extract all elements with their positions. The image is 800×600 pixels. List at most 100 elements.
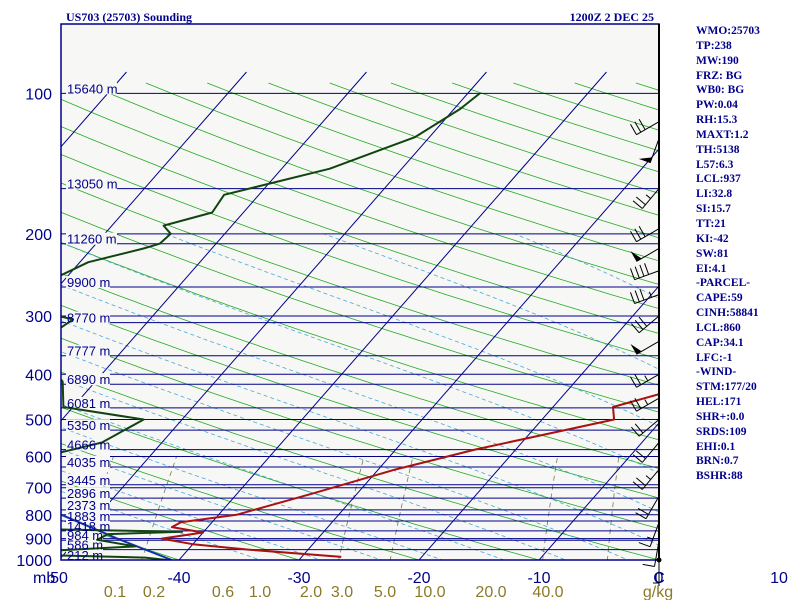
wind-barb-halfflag: [645, 475, 651, 480]
sounding-index-row: EHI:0.1: [696, 440, 736, 453]
height-label-bg: [66, 276, 110, 289]
chart-valid-time: 1200Z 2 DEC 25: [570, 10, 654, 24]
dry-adiabat-line: [61, 182, 659, 386]
wind-barb-flag: [630, 400, 637, 412]
wind-barb-shaft: [638, 315, 660, 334]
wind-barb-flag: [635, 512, 647, 520]
wind-barb: [635, 495, 660, 520]
wind-barb-flag: [638, 119, 646, 130]
wind-barb: [630, 340, 660, 355]
wind-barb-shaft: [649, 138, 660, 164]
height-label-bg: [66, 232, 117, 245]
wind-barb-shaft: [641, 188, 660, 209]
wind-barb-flag: [635, 196, 646, 206]
sounding-index-row: -WIND-: [696, 366, 737, 379]
sounding-index-row: TT:21: [696, 217, 726, 230]
wind-barb-flag: [634, 121, 642, 133]
height-label-bg: [66, 396, 110, 409]
wind-barb-flag: [630, 231, 637, 242]
mixing-ratio-label: 0.2: [143, 584, 165, 600]
height-label: 6890 m: [67, 372, 110, 387]
sounding-index-row: RH:15.3: [696, 114, 738, 127]
wind-barb-pennant: [630, 343, 642, 355]
wind-barb-flag: [634, 319, 644, 330]
wind-barb-shaft: [634, 270, 660, 281]
wind-barb-halfflag: [648, 291, 652, 298]
height-label: 1883 m: [67, 509, 110, 524]
sounding-index-row: SHR+:0.0: [696, 410, 745, 423]
sounding-index-row: KI:-42: [696, 232, 729, 245]
wind-barb-flag: [630, 323, 640, 334]
sounding-index-row: BSHR:88: [696, 470, 743, 483]
height-label-bg: [66, 498, 110, 511]
pressure-tick-label: 200: [25, 227, 52, 244]
height-label-bg: [66, 344, 110, 357]
wind-barb-flag: [644, 263, 650, 275]
wind-barb-pennant: [638, 157, 653, 164]
sounding-index-row: -PARCEL-: [696, 277, 751, 290]
wind-barb-flag: [639, 264, 645, 277]
dry-adiabat-line: [61, 126, 659, 334]
isotherm-line: [178, 71, 607, 560]
moist-adiabat-line: [61, 427, 444, 560]
sounding-index-row: SRDS:109: [696, 425, 747, 438]
dry-adiabat-line: [61, 211, 659, 413]
mixing-ratio-label: 5.0: [374, 584, 396, 600]
height-label-bg: [66, 419, 110, 432]
mixing-ratio-label: 0.1: [104, 584, 126, 600]
wind-barb-flag: [637, 507, 649, 515]
sounding-index-row: BRN:0.7: [696, 455, 739, 468]
wind-barb-flag: [632, 454, 643, 463]
height-label: 11260 m: [67, 232, 117, 247]
height-label-bg: [66, 311, 110, 324]
wind-barb: [653, 560, 660, 586]
mixing-ratio-label: g/kg: [643, 584, 673, 600]
sounding-index-row: HEL:171: [696, 396, 742, 409]
wind-barb: [630, 419, 660, 437]
height-label: 3445 m: [67, 473, 110, 488]
wind-barb-flag: [638, 226, 646, 237]
sounding-index-row: SI:15.7: [696, 203, 731, 216]
wind-barb-shaft: [641, 442, 660, 463]
isotherm-line: [61, 71, 487, 559]
temperature-tick-label: -20: [407, 570, 430, 587]
pressure-tick-label: 500: [25, 413, 52, 430]
sounding-index-row: STM:177/20: [696, 381, 757, 394]
sounding-index-row: LCL:937: [696, 173, 741, 186]
wind-barb-flag: [630, 124, 637, 135]
wind-barb: [630, 373, 660, 388]
plot-content: [61, 71, 659, 560]
height-label-bg: [66, 456, 110, 469]
wind-barb: [632, 442, 660, 463]
pressure-tick-label: 400: [25, 367, 52, 384]
sounding-index-row: MW:190: [696, 54, 739, 67]
wind-barb: [638, 522, 660, 548]
sounding-index-row: L57:6.3: [696, 158, 734, 171]
sounding-index-row: FRZ: BG: [696, 69, 743, 82]
wind-barb: [630, 248, 660, 262]
wind-barb-shaft: [638, 419, 660, 437]
dry-adiabat-line: [61, 304, 659, 499]
mixing-ratio-line: [141, 456, 177, 560]
sounding-index-row: LFC:-1: [696, 351, 733, 364]
wind-barb-flag: [634, 290, 640, 303]
wind-barb-halfflag: [644, 399, 649, 405]
wind-barb: [629, 263, 660, 281]
height-label: 8770 m: [67, 311, 110, 326]
sounding-index-row: TH:5138: [696, 143, 740, 156]
sounding-index-row: PW:0.04: [696, 99, 738, 112]
mixing-ratio-label: 10.0: [414, 584, 445, 600]
sounding-index-row: WB0: BG: [696, 84, 745, 97]
wind-barb-flag: [629, 268, 636, 280]
wind-barb: [632, 188, 660, 209]
height-label-bg: [66, 529, 103, 542]
wind-barb-flag: [634, 374, 642, 386]
sounding-index-row: LCL:860: [696, 321, 741, 334]
sounding-index-row: CINH:58841: [696, 307, 759, 320]
dry-adiabat-line: [61, 337, 659, 529]
sounding-index-row: CAPE:59: [696, 292, 743, 305]
mixing-ratio-label: 0.6: [212, 584, 234, 600]
isotherm-line: [418, 285, 659, 560]
wind-barb-shaft: [645, 495, 660, 519]
